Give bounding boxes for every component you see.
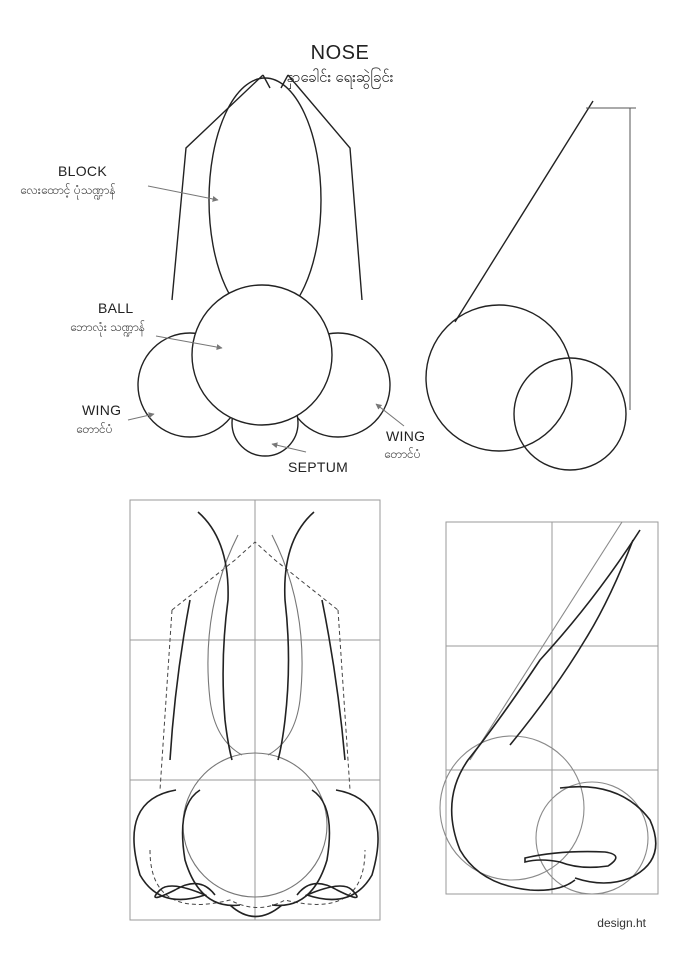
- front-grid: [129, 499, 381, 921]
- wing-right-label-mm: တောင်ပံ: [384, 447, 421, 461]
- side-wing-circle: [513, 357, 627, 471]
- wing-left-label: WING: [82, 402, 122, 418]
- label-arrows: [127, 185, 405, 453]
- page-title: NOSE: [310, 42, 370, 64]
- page-subtitle: နှာခေါင်း ရေးဆွဲခြင်း: [286, 69, 394, 86]
- block-outline-right: [287, 74, 363, 301]
- bridge-line: [454, 100, 594, 323]
- septum-label: SEPTUM: [288, 459, 349, 475]
- side-construction-diagram: [425, 100, 636, 471]
- side-refined-drawing: [439, 521, 659, 895]
- block-label-mm: လေးထောင့် ပုံသဏ္ဍာန်: [20, 183, 116, 197]
- wing-left-label-mm: တောင်ပံ: [76, 422, 113, 436]
- front-construction-diagram: [137, 74, 391, 457]
- block-label: BLOCK: [58, 163, 107, 179]
- side-grid: [445, 521, 659, 895]
- credit-text: design.ht: [597, 916, 646, 930]
- front-refined-drawing: [129, 499, 381, 921]
- front-main-strokes: [133, 511, 379, 918]
- front-dashed-guides: [149, 541, 366, 908]
- ball-label-mm: ဘောလုံး သဏ္ဍာန်: [70, 320, 146, 334]
- wing-right-label: WING: [386, 428, 426, 444]
- ball-circle: [191, 284, 333, 426]
- side-gray-guides: [439, 521, 649, 895]
- block-outline-top: [262, 74, 289, 89]
- side-ball-circle: [425, 304, 573, 452]
- side-main-strokes: [450, 529, 657, 892]
- ball-label: BALL: [98, 300, 134, 316]
- block-outline-left: [171, 74, 264, 301]
